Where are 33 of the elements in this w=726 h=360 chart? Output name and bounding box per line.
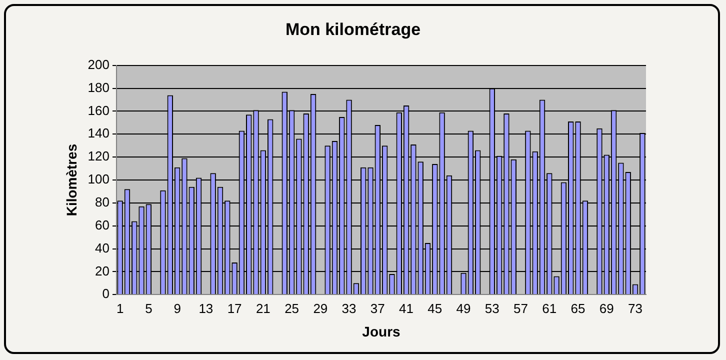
- y-tick-label: 20: [95, 263, 110, 278]
- x-tick-label: 57: [514, 300, 528, 316]
- y-tick-label: 120: [88, 148, 110, 164]
- x-tick-label: 61: [542, 300, 557, 316]
- x-tick-label: 25: [284, 300, 300, 316]
- y-tick-label: 0: [102, 286, 110, 302]
- x-tick-label: 45: [428, 300, 442, 316]
- x-tick-label: 53: [484, 300, 500, 316]
- y-tick-label: 180: [88, 80, 110, 95]
- x-tick-label: 49: [456, 300, 471, 316]
- chart-title: Mon kilométrage: [285, 20, 421, 39]
- x-tick-label: 17: [227, 300, 242, 316]
- x-tick-label: 37: [370, 300, 385, 316]
- x-tick-label: 65: [570, 300, 586, 316]
- x-tick-label: 29: [313, 300, 328, 316]
- y-tick-label: 140: [88, 126, 110, 141]
- x-axis-title: Jours: [362, 323, 401, 340]
- x-tick-label: 41: [399, 300, 414, 316]
- x-tick-label: 21: [256, 300, 270, 316]
- x-tick-label: 13: [198, 300, 214, 316]
- x-tick-label: 73: [628, 300, 642, 316]
- x-tick-label: 33: [342, 300, 356, 316]
- y-tick-label: 200: [88, 56, 110, 72]
- y-tick-label: 60: [95, 217, 110, 232]
- y-axis-title: Kilomètres: [63, 144, 80, 216]
- y-tick-label: 40: [95, 240, 110, 256]
- x-tick-label: 5: [145, 300, 152, 316]
- x-tick-label: 1: [116, 300, 124, 316]
- y-tick-label: 160: [88, 102, 110, 118]
- x-tick-label: 69: [599, 300, 614, 316]
- x-tick-label: 9: [174, 300, 181, 316]
- y-tick-label: 100: [88, 172, 110, 187]
- y-tick-label: 80: [95, 194, 110, 210]
